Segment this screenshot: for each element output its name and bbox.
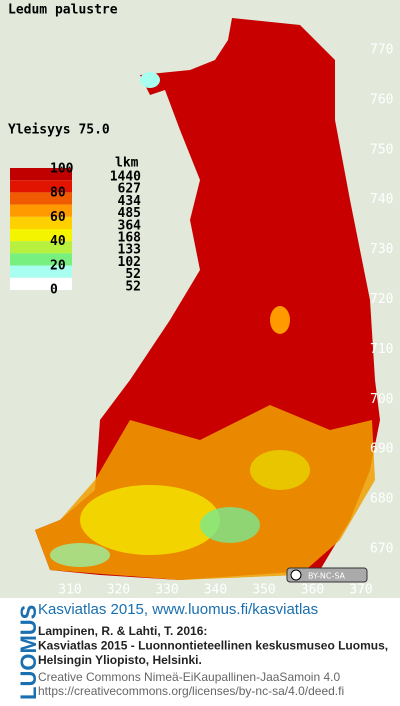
citation-line: Kasviatlas 2015 - Luonnontieteellinen ke… <box>38 639 388 653</box>
legend-scale-label: 40 <box>50 234 66 249</box>
legend-count: 364 <box>118 218 142 233</box>
northing-label: 720 <box>370 292 393 307</box>
northing-label: 710 <box>370 342 393 357</box>
map-patch <box>250 450 310 490</box>
easting-label: 320 <box>107 583 130 598</box>
citation-line: Helsingin Yliopisto, Helsinki. <box>38 653 202 667</box>
footer-text: Lampinen, R. & Lahti, T. 2016:Kasviatlas… <box>38 624 388 698</box>
map-patch <box>80 485 220 555</box>
cc-icon <box>290 569 302 581</box>
legend-swatch <box>10 192 72 205</box>
legend-swatch <box>10 265 72 278</box>
easting-label: 360 <box>301 583 324 598</box>
legend-count: 1440 <box>110 170 141 185</box>
legend-swatch <box>10 216 72 229</box>
axes: 770 760 750 740 730 720 710 700 690 680 670 310 320 3… <box>58 43 393 598</box>
badge-text: BY-NC-SA <box>308 572 346 581</box>
northing-label: 680 <box>370 492 393 507</box>
footer-link[interactable]: Kasviatlas 2015, www.luomus.fi/kasviatla… <box>38 601 318 618</box>
northing-label: 700 <box>370 392 393 407</box>
legend-swatch <box>10 168 72 181</box>
legend-swatch <box>10 180 72 193</box>
easting-label: 310 <box>58 583 81 598</box>
legend-count: 627 <box>118 182 141 197</box>
legend-swatch <box>10 229 72 242</box>
legend-count: 485 <box>118 206 141 221</box>
citation-line: Lampinen, R. & Lahti, T. 2016: <box>38 624 207 638</box>
legend-count: 52 <box>125 267 141 282</box>
legend-scale-label: 20 <box>50 258 66 273</box>
legend-count: 133 <box>118 243 141 258</box>
map-patch <box>50 543 110 567</box>
easting-label: 340 <box>204 583 227 598</box>
finland-map <box>35 18 380 580</box>
northing-label: 760 <box>370 92 393 107</box>
count-header: lkm <box>115 156 139 171</box>
northing-label: 730 <box>370 242 393 257</box>
legend-count: 168 <box>118 231 142 246</box>
northing-label: 670 <box>370 542 393 557</box>
easting-label: 350 <box>252 583 275 598</box>
luomus-logo: LUOMUS <box>16 605 41 700</box>
northing-label: 750 <box>370 142 393 157</box>
legend-count: 52 <box>125 279 141 294</box>
northing-label: 690 <box>370 442 393 457</box>
species-title: Ledum palustre <box>8 3 118 18</box>
legend-count: 102 <box>118 255 141 270</box>
frequency: Yleisyys 75.0 <box>8 123 110 138</box>
easting-label: 330 <box>155 583 178 598</box>
legend-scale-label: 100 <box>50 162 74 177</box>
northing-label: 770 <box>370 43 393 58</box>
legend-count: 434 <box>118 194 142 209</box>
easting-label: 370 <box>349 583 372 598</box>
legend-swatch <box>10 253 72 266</box>
legend: 1008060402001440627434485364168133102525… <box>10 162 141 298</box>
legend-swatch <box>10 241 72 254</box>
map-patch <box>270 306 290 334</box>
legend-swatch <box>10 277 72 290</box>
map-patch <box>200 507 260 543</box>
license-badge: BY-NC-SA <box>286 567 368 583</box>
map-patch <box>140 72 160 88</box>
badge-box <box>286 567 368 583</box>
northing-label: 740 <box>370 192 393 207</box>
license-line: Creative Commons Nimeä-EiKaupallinen-Jaa… <box>38 670 340 684</box>
license-line: https://creativecommons.org/licenses/by-… <box>38 684 344 698</box>
legend-scale-label: 0 <box>50 283 58 298</box>
legend-swatch <box>10 204 72 217</box>
legend-scale-label: 80 <box>50 186 66 201</box>
legend-scale-label: 60 <box>50 210 66 225</box>
